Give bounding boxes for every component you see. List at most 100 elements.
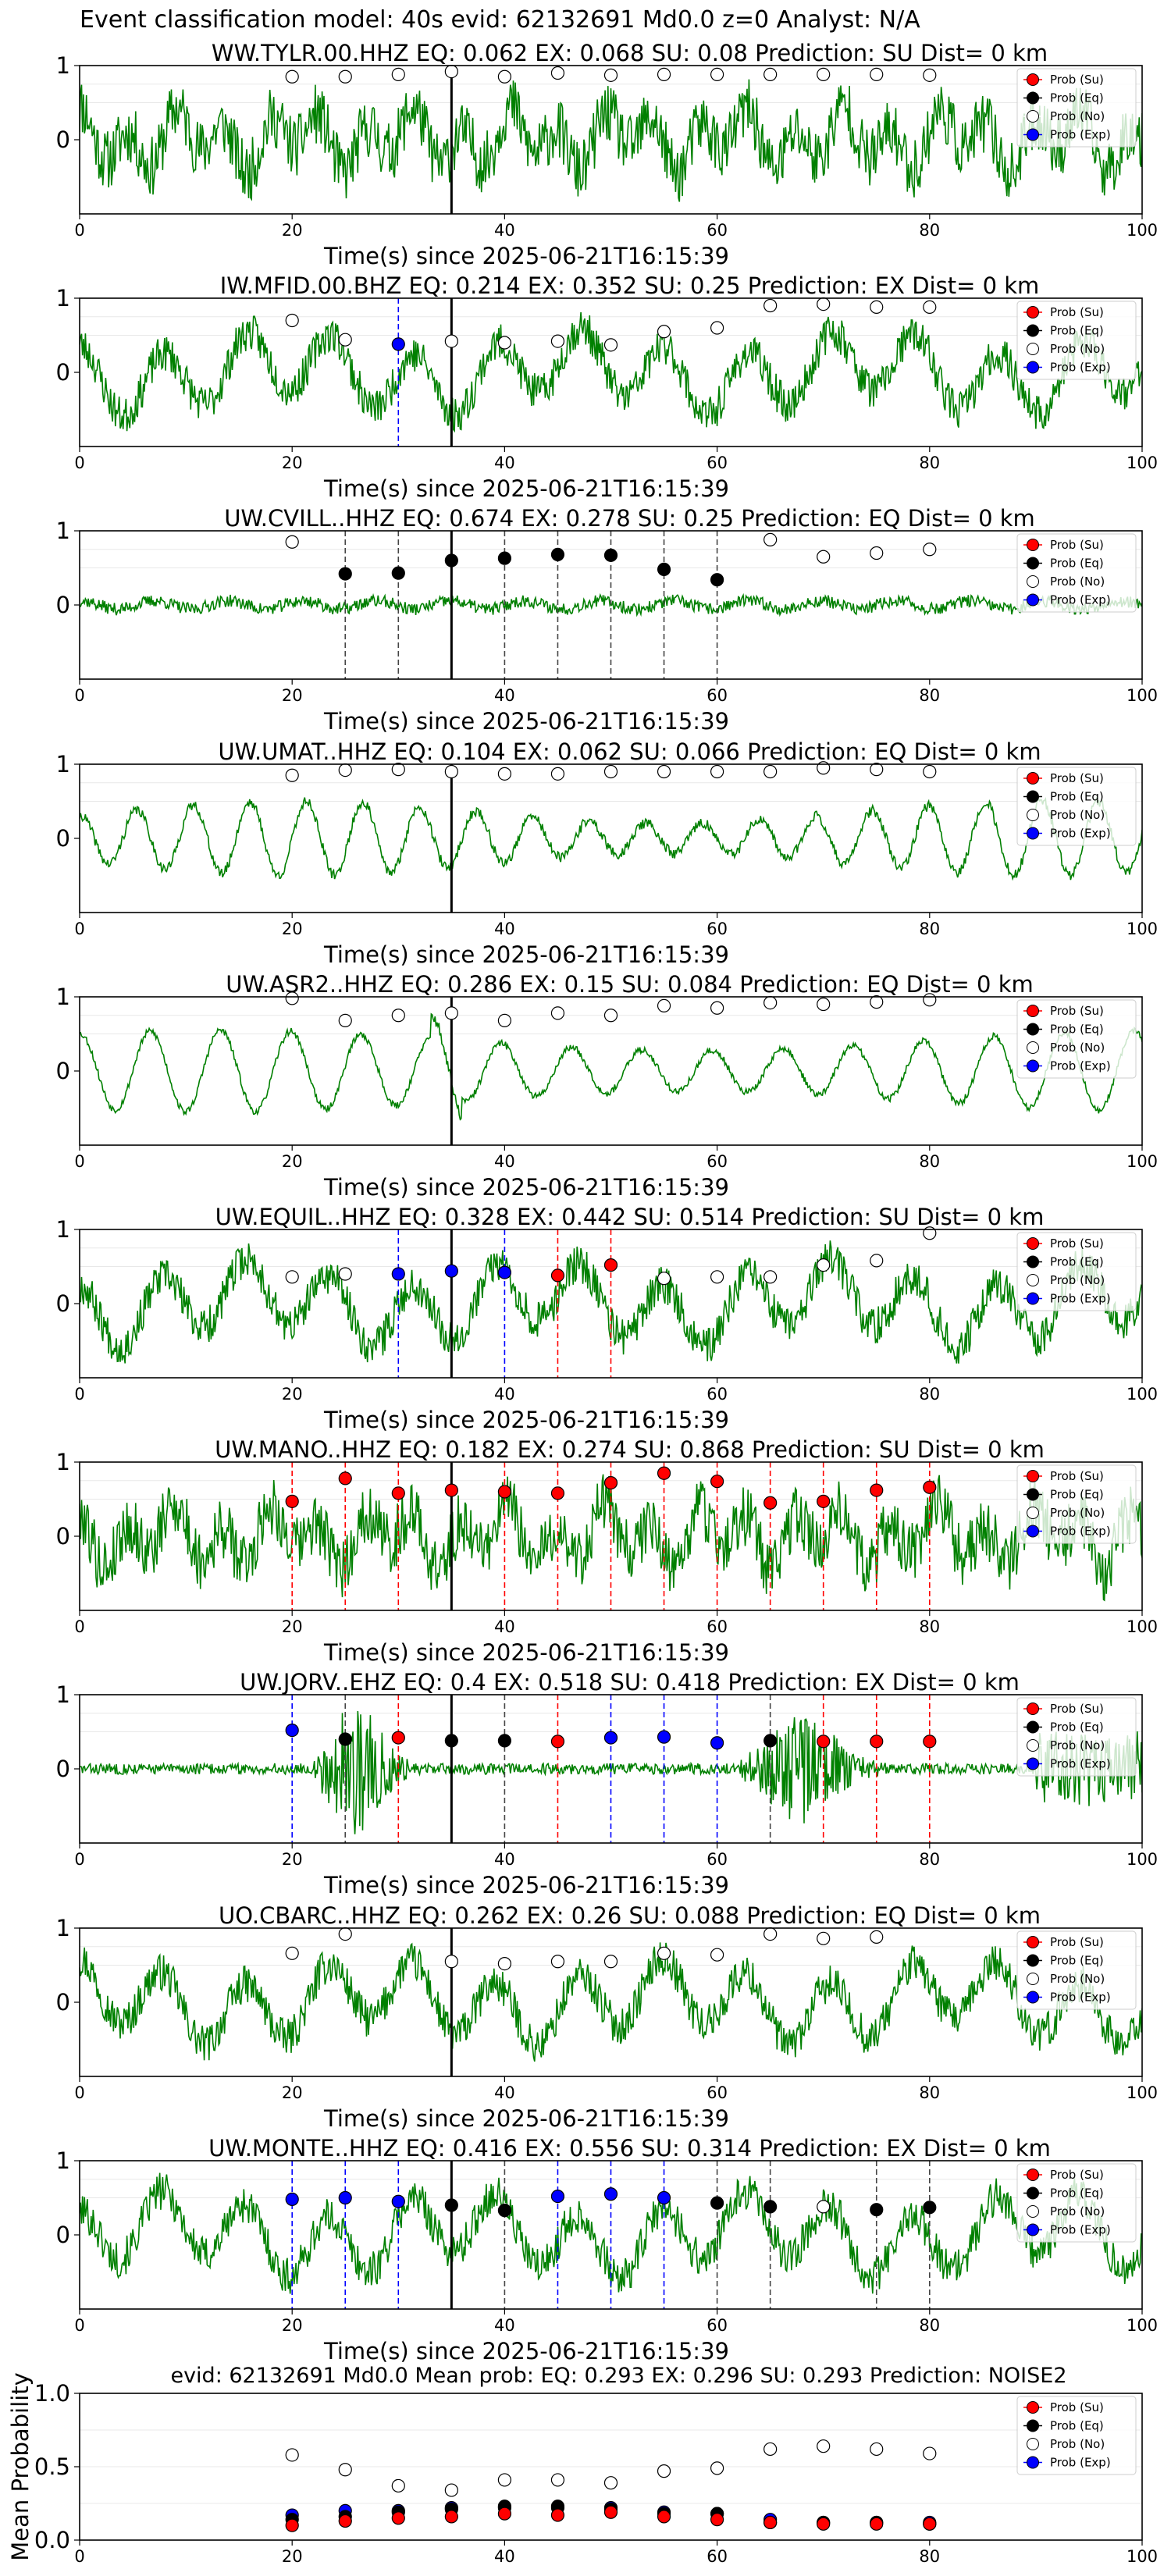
legend-marker-su [1027,1470,1039,1482]
prob-marker-no [923,68,937,82]
prob-marker-su [603,1475,618,1490]
x-tick-label: 40 [494,2547,515,2566]
legend-label-su: Prob (Su) [1050,538,1104,552]
x-tick-label: 100 [1127,920,1158,938]
prob-marker-eq [444,1734,458,1748]
legend-label-no: Prob (No) [1050,808,1105,822]
prob-marker-su [550,1486,565,1500]
y-tick-label: 1 [56,1216,70,1243]
prob-marker-no [391,763,405,777]
prob-marker-no [763,995,778,1010]
prob-marker-no [870,67,884,82]
x-tick-label: 40 [494,920,515,938]
legend-label-no: Prob (No) [1050,1506,1105,1520]
x-tick-label: 40 [494,1617,515,1636]
y-tick-label: 0 [56,126,70,153]
legend-box [1016,301,1137,380]
legend-label-exp: Prob (Exp) [1050,1059,1111,1073]
legend-label-su: Prob (Su) [1050,73,1104,87]
x-tick-label: 40 [494,1385,515,1404]
panel-title: WW.TYLR.00.HHZ EQ: 0.062 EX: 0.068 SU: 0… [212,40,1048,66]
x-tick-label: 40 [494,1850,515,1869]
y-tick-label: 0 [56,1989,70,2016]
x-tick-label: 60 [707,1385,728,1404]
mean-prob-marker-su [710,2513,724,2527]
y-tick-label: 1 [56,52,70,79]
x-tick-label: 100 [1127,2316,1158,2335]
panel-title: UW.JORV..EHZ EQ: 0.4 EX: 0.518 SU: 0.418… [240,1669,1020,1695]
x-tick-label: 0 [74,2083,84,2102]
x-tick-label: 80 [919,920,940,938]
prob-marker-no [870,1930,884,1944]
x-tick-label: 100 [1127,686,1158,705]
x-tick-label: 80 [919,2316,940,2335]
legend-marker-no [1027,2205,1039,2218]
legend-marker-no [1027,2438,1039,2450]
prob-marker-no [817,2200,831,2214]
prob-marker-no [497,336,512,350]
prob-marker-no [870,300,884,314]
prob-marker-eq [550,547,565,562]
legend-label-eq: Prob (Eq) [1050,1720,1104,1735]
x-tick-label: 100 [1127,2547,1158,2566]
x-tick-label: 20 [282,920,303,938]
x-tick-label: 0 [74,454,84,472]
prob-marker-eq [603,548,618,562]
prob-marker-no [870,546,884,560]
legend-label-no: Prob (No) [1050,2437,1105,2451]
prob-marker-no [763,532,778,547]
y-tick-label: 0 [56,1058,70,1084]
legend-marker-su [1027,1005,1039,1017]
x-tick-label: 80 [919,2083,940,2102]
station-panel: UW.JORV..EHZ EQ: 0.4 EX: 0.518 SU: 0.418… [56,1669,1159,1898]
prob-marker-no [657,764,671,779]
mean-prob-marker-no [603,2476,618,2490]
prob-marker-exp [391,2194,405,2208]
prob-marker-no [444,1006,458,1020]
prob-marker-no [603,1955,618,1969]
legend-label-exp: Prob (Exp) [1050,1991,1111,2005]
legend-label-exp: Prob (Exp) [1050,128,1111,142]
legend-box [1016,533,1137,613]
prob-marker-no [817,761,831,775]
panel-title: UW.MANO..HHZ EQ: 0.182 EX: 0.274 SU: 0.8… [215,1436,1045,1463]
prob-marker-no [497,69,512,84]
legend-marker-eq [1027,324,1039,337]
legend-marker-no [1027,1274,1039,1286]
prob-marker-no [497,1957,512,1971]
legend-label-su: Prob (Su) [1050,1935,1104,1949]
x-tick-label: 20 [282,454,303,472]
legend-label-su: Prob (Su) [1050,2400,1104,2414]
y-tick-label: 1 [56,984,70,1010]
y-tick-label: 0 [56,592,70,618]
prob-marker-eq [710,573,724,587]
prob-marker-no [338,333,352,347]
prob-marker-no [285,69,299,84]
waveform-trace [80,1710,1142,1834]
prob-marker-no [763,764,778,779]
legend-marker-exp [1027,1525,1039,1538]
legend-marker-su [1027,772,1039,785]
x-tick-label: 100 [1127,1617,1158,1636]
prob-marker-no [870,995,884,1009]
legend-label-no: Prob (No) [1050,1738,1105,1752]
prob-marker-no [710,764,724,779]
mean-prob-marker-su [870,2517,884,2531]
prob-marker-exp [603,1731,618,1745]
x-tick-label: 80 [919,2547,940,2566]
prob-marker-exp [497,1265,512,1279]
x-axis-label: Time(s) since 2025-06-21T16:15:39 [323,475,729,502]
x-tick-label: 0 [74,920,84,938]
prob-marker-exp [285,2192,299,2206]
y-tick-label: 1 [56,518,70,544]
y-tick-label: 1 [56,285,70,311]
prob-marker-eq [870,2203,884,2217]
legend-label-eq: Prob (Eq) [1050,2419,1104,2433]
prob-marker-no [603,68,618,82]
legend-marker-eq [1027,1954,1039,1967]
x-tick-label: 60 [707,2316,728,2335]
x-tick-label: 80 [919,1152,940,1171]
prob-marker-no [338,1013,352,1028]
prob-marker-no [285,991,299,1005]
